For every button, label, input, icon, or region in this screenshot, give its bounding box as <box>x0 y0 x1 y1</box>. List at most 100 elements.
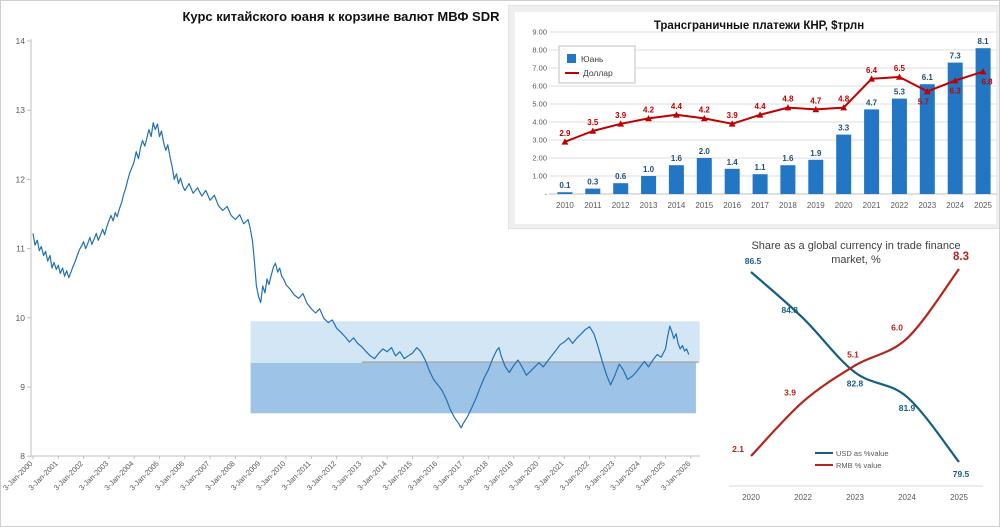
yuan-bars <box>557 48 991 195</box>
legend-label-rmb: RMB % value <box>836 461 881 470</box>
line-marker <box>561 138 569 145</box>
y-tick-label: 6.00 <box>532 82 547 91</box>
x-tick-label: 2023 <box>846 493 864 502</box>
y-tick-label: 7.00 <box>532 64 547 73</box>
y-tick-label: 2.00 <box>532 154 547 163</box>
x-tick-label: 2019 <box>807 201 825 210</box>
line-marker <box>896 73 903 80</box>
legend: Юань Доллар <box>558 45 636 84</box>
line-marker <box>589 127 597 134</box>
line-value-label: 2.9 <box>559 129 571 138</box>
bar <box>613 183 629 194</box>
bar-value-label: 2.0 <box>699 147 711 156</box>
x-tick-label: 2016 <box>723 201 741 210</box>
sdr-rate-line <box>32 122 690 429</box>
legend-label-usd: USD as %value <box>836 449 889 458</box>
y-tick-label: 1.00 <box>532 172 547 181</box>
usd-value-label: 86.5 <box>745 256 762 266</box>
usd-value-label: 82.8 <box>847 378 864 388</box>
line-marker <box>923 88 931 95</box>
x-tick-label: 2013 <box>640 201 658 210</box>
line-marker <box>840 104 848 111</box>
line-marker <box>756 111 764 118</box>
x-tick-label: 2024 <box>946 201 964 210</box>
cross-border-chart-plot: 9.00 8.00 7.00 6.00 5.00 4.00 3.00 2.00 1.00 - 0.1… <box>515 12 997 224</box>
bar <box>724 168 740 194</box>
bar-value-label: 3.3 <box>838 124 850 133</box>
bar <box>780 165 796 194</box>
line-value-label: 3.9 <box>727 111 739 120</box>
cross-border-chart-title: Трансграничные платежи КНР, $трлн <box>653 20 865 32</box>
x-tick-label: 2012 <box>612 201 630 210</box>
y-tick-label: 4.00 <box>532 118 547 127</box>
line-marker <box>645 115 652 122</box>
rmb-value-label: 2.1 <box>732 444 744 454</box>
y-tick-label: 8.00 <box>532 46 547 55</box>
line-marker <box>868 75 875 82</box>
bar-value-label: 5.3 <box>894 88 906 97</box>
x-tick-label: 2022 <box>891 201 909 210</box>
rmb-value-label: 6.0 <box>891 322 903 332</box>
bar <box>557 192 573 194</box>
x-tick-label: 2025 <box>974 201 992 210</box>
usd-share-line <box>750 271 960 463</box>
line-value-label: 6.3 <box>950 87 962 96</box>
bar <box>975 48 991 195</box>
x-tick-label: 2021 <box>863 201 881 210</box>
y-tick-label: 12 <box>16 174 26 184</box>
x-tick-label: 2018 <box>779 201 797 210</box>
legend-label-dollar: Доллар <box>583 68 613 78</box>
line-value-label: 6.5 <box>894 64 906 73</box>
bar <box>641 176 657 194</box>
line-marker <box>700 115 708 122</box>
trade-finance-title-line1: Share as a global currency in trade fina… <box>751 240 961 252</box>
line-marker <box>784 104 792 111</box>
trade-finance-chart-plot: 86.5 84.8 82.8 81.9 79.5 2.1 3.9 5.1 6.0 8.3 2020 2… <box>729 251 983 502</box>
line-value-label: 6.8 <box>982 78 994 87</box>
bar-value-label: 1.6 <box>671 154 683 163</box>
sdr-chart-title: Курс китайского юаня к корзине валют МВФ… <box>182 9 500 24</box>
line-marker <box>951 77 959 84</box>
x-tick-label: 2010 <box>556 201 574 210</box>
bar-value-label: 1.6 <box>782 154 794 163</box>
y-tick-label: 10 <box>16 313 26 323</box>
bar <box>891 98 907 194</box>
y-tick-label: 14 <box>16 36 26 46</box>
line-marker <box>812 106 820 113</box>
rmb-value-label: 3.9 <box>784 388 796 398</box>
bar-value-label: 0.6 <box>615 172 627 181</box>
legend-label-yuan: Юань <box>581 54 604 64</box>
line-marker <box>979 68 987 75</box>
x-tick-label: 2024 <box>898 493 916 502</box>
rmb-share-line <box>750 268 960 457</box>
y-tick-label: 3.00 <box>532 136 547 145</box>
rmb-value-label: 5.1 <box>847 350 859 360</box>
dollar-line <box>564 70 984 143</box>
x-tick-label: 2020 <box>835 201 853 210</box>
bar <box>585 188 601 194</box>
sdr-chart-plot: 8910111213143-Jan-20003-Jan-20013-Jan-20… <box>1 36 700 492</box>
line-value-label: 4.4 <box>755 102 767 111</box>
x-tick-label: 2011 <box>584 201 602 210</box>
x-tick-label: 2017 <box>751 201 769 210</box>
usd-value-label: 81.9 <box>899 403 916 413</box>
line-value-label: 6.4 <box>866 66 878 75</box>
y-tick-label: 8 <box>20 451 25 461</box>
x-tick-label: 2015 <box>695 201 713 210</box>
line-value-label: 4.2 <box>643 105 655 114</box>
bar <box>836 134 852 194</box>
bar <box>919 84 935 194</box>
cross-border-payments-chart: 9.00 8.00 7.00 6.00 5.00 4.00 3.00 2.00 1.00 - 0.1… <box>508 5 999 229</box>
bar <box>864 109 880 194</box>
y-tick-label: 13 <box>16 105 26 115</box>
x-tick-label: 2020 <box>742 493 760 502</box>
bar-value-label: 4.7 <box>866 98 878 107</box>
line-value-label: 4.8 <box>838 95 850 104</box>
line-value-label: 4.8 <box>782 95 794 104</box>
sdr-rate-chart: Курс китайского юаня к корзине валют МВФ… <box>1 1 711 526</box>
line-value-label: 4.2 <box>699 105 711 114</box>
bar-value-label: 1.0 <box>643 165 655 174</box>
y-tick-label: 5.00 <box>532 100 547 109</box>
x-tick-label: 2014 <box>668 201 686 210</box>
